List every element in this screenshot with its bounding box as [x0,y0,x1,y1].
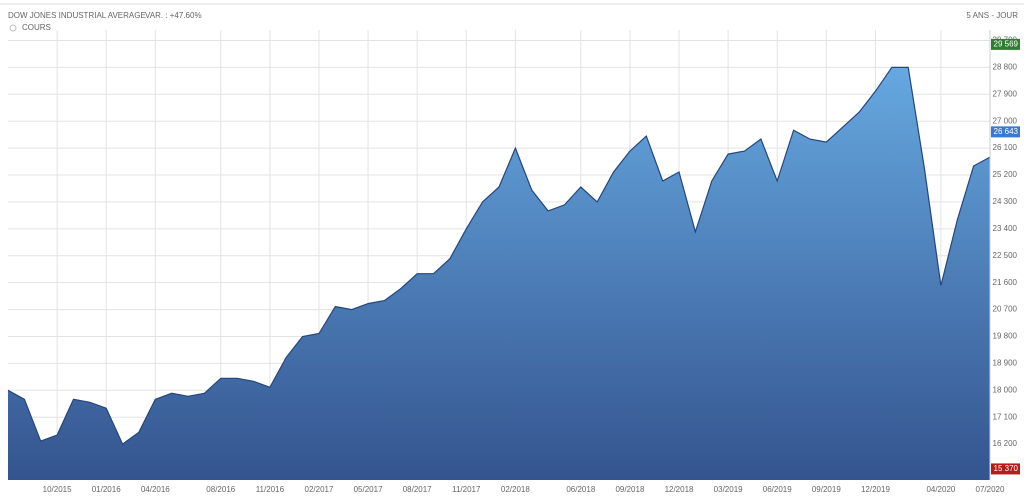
value-tag-label: 29 569 [994,39,1019,48]
y-tick-label: 23 400 [993,224,1018,233]
x-tick-label: 12/2019 [861,485,890,494]
legend-marker[interactable] [9,24,17,32]
x-tick-label: 09/2018 [615,485,644,494]
y-tick-label: 17 100 [993,412,1018,421]
x-tick-label: 06/2018 [566,485,595,494]
period-label: 5 ANS - JOUR [966,11,1018,20]
x-tick-label: 11/2016 [256,485,285,494]
y-tick-label: 16 200 [993,439,1018,448]
chart-title: DOW JONES INDUSTRIAL AVERAGE [8,11,146,20]
x-tick-label: 05/2017 [354,485,383,494]
x-tick-label: 04/2020 [926,485,955,494]
x-tick-label: 08/2017 [403,485,432,494]
y-tick-label: 21 600 [993,278,1018,287]
y-tick-label: 27 000 [993,116,1018,125]
y-tick-label: 22 500 [993,251,1018,260]
value-tag [991,38,1020,50]
y-tick-label: 28 800 [993,62,1018,71]
y-tick-label: 26 100 [993,143,1018,152]
area-line [7,66,991,446]
y-tick-label: 25 200 [993,170,1018,179]
x-tick-label: 12/2018 [665,485,694,494]
y-tick-label: 27 900 [993,89,1018,98]
x-tick-label: 02/2018 [501,485,530,494]
x-tick-label: 01/2016 [92,485,121,494]
y-tick-label: 18 000 [993,385,1018,394]
legend-label[interactable]: COURS [22,23,51,32]
x-tick-label: 09/2019 [812,485,841,494]
x-tick-label: 06/2019 [763,485,792,494]
value-tag [991,463,1020,475]
x-tick-label: 10/2015 [43,485,72,494]
value-tag-label: 15 370 [994,464,1019,473]
area-fill [8,67,990,481]
y-tick-label: 20 700 [993,305,1018,314]
x-tick-label: 03/2019 [714,485,743,494]
y-tick-label: 19 800 [993,332,1018,341]
value-tag [991,126,1020,138]
x-tick-label: 11/2017 [452,485,481,494]
value-tag-label: 26 643 [994,127,1019,136]
x-tick-label: 02/2017 [305,485,334,494]
x-tick-label: 04/2016 [141,485,170,494]
x-tick-label: 07/2020 [976,485,1005,494]
y-tick-label: 24 300 [993,197,1018,206]
y-tick-label: 18 900 [993,358,1018,367]
x-tick-label: 08/2016 [206,485,235,494]
chart-subtitle: VAR. : +47.60% [145,11,202,20]
